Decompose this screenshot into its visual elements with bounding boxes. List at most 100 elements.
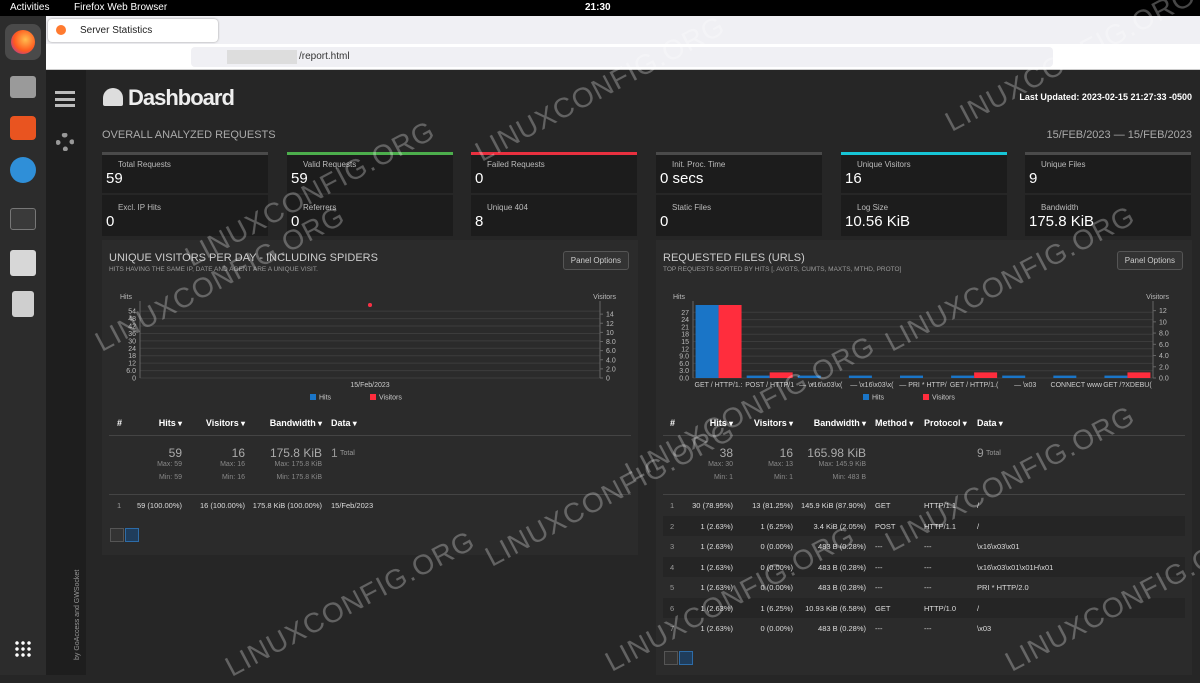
legend-label: Hits: [319, 395, 332, 402]
firefox-icon[interactable]: [11, 30, 35, 54]
clock[interactable]: 21:30: [585, 2, 611, 13]
menu-icon[interactable]: [55, 91, 75, 107]
table-cell: HTTP/1.0: [924, 603, 957, 613]
tick-label: 15: [681, 339, 689, 346]
table-cell: GET: [875, 501, 891, 510]
legend-swatch: [370, 394, 376, 400]
dock: [0, 16, 46, 675]
table-cell: HTTP/1.1: [924, 501, 957, 510]
page-next[interactable]: [679, 650, 693, 665]
table-cell: 1 (2.63%): [700, 624, 733, 633]
table-row[interactable]: [663, 495, 1185, 515]
x-tick-label: — \x16\x03\x(: [850, 382, 894, 389]
x-tick-label: POST / HTTP/1: [745, 382, 794, 389]
table-cell: 13 (81.25%): [752, 501, 793, 510]
metric-card: Static Files 0: [656, 195, 822, 236]
summary-value: 175.8 KiB: [269, 446, 322, 460]
tick-label: 12: [128, 361, 136, 368]
table-cell: 7: [670, 624, 675, 633]
table-row[interactable]: [663, 515, 1185, 536]
metric-label: Bandwidth: [1041, 203, 1079, 212]
tick-label: 42: [128, 324, 136, 331]
nav-bar: /report.html: [46, 44, 1200, 70]
column-header[interactable]: Bandwidth: [270, 418, 322, 428]
terminal-icon[interactable]: [10, 208, 36, 230]
summary-unit: Total: [986, 450, 1001, 457]
table-cell: /: [977, 521, 980, 531]
summary-max: Max: 16: [220, 461, 245, 468]
table-row[interactable]: [663, 577, 1185, 597]
summary-total: 1: [331, 446, 338, 460]
table-row[interactable]: [663, 556, 1185, 577]
metric-label: Excl. IP Hits: [118, 203, 161, 212]
activities[interactable]: Activities: [10, 2, 50, 13]
metric-label: Log Size: [857, 203, 889, 212]
table-cell: 145.9 KiB (87.90%): [800, 501, 866, 510]
column-header[interactable]: Method: [875, 418, 913, 428]
x-tick-label: 15/Feb/2023: [350, 382, 389, 389]
url-bar[interactable]: /report.html: [191, 47, 1053, 67]
column-header[interactable]: #: [670, 418, 676, 428]
table-cell: \x16\x03\x01\x01H\x01: [977, 562, 1054, 572]
page-prev[interactable]: [110, 527, 124, 542]
panel-options[interactable]: Panel Options: [562, 251, 629, 270]
metric-card: Referrers 0: [287, 195, 453, 236]
legend-label: Hits: [872, 395, 885, 402]
table-cell: 30 (78.95%): [692, 501, 733, 510]
column-header[interactable]: Data: [977, 418, 1003, 428]
table-cell: 1 (2.63%): [700, 521, 733, 531]
column-header[interactable]: Bandwidth: [814, 418, 866, 428]
metric-label: Failed Requests: [487, 160, 545, 169]
table-row[interactable]: [109, 495, 631, 515]
y2-axis-label: Visitors: [593, 294, 616, 301]
settings-icon[interactable]: [56, 133, 74, 151]
tick-label: 3.0: [679, 368, 689, 375]
table-cell: 0 (0.00%): [760, 562, 793, 572]
table-row[interactable]: [663, 597, 1185, 618]
table-row[interactable]: [663, 618, 1185, 638]
url-redacted: [227, 50, 297, 64]
tick-label: 12: [1159, 308, 1167, 315]
tick-label: 6.0: [606, 348, 616, 355]
column-header[interactable]: Data: [331, 418, 357, 428]
top-bar: Activities Firefox Web Browser 21:30: [0, 0, 1200, 16]
metric-value: 0: [106, 213, 115, 230]
page-prev[interactable]: [664, 650, 678, 665]
summary-max: Max: 59: [157, 461, 182, 468]
tab[interactable]: Server Statistics: [48, 19, 218, 42]
files-icon[interactable]: [10, 76, 36, 98]
software-icon[interactable]: [10, 116, 36, 140]
table-row[interactable]: [663, 536, 1185, 556]
metric-label: Total Requests: [118, 160, 171, 169]
page-next[interactable]: [125, 527, 139, 542]
summary-value: 16: [231, 446, 245, 460]
metric-value: 10.56 KiB: [845, 213, 911, 230]
table-cell: 483 B (0.28%): [818, 583, 866, 592]
column-header[interactable]: #: [117, 418, 123, 428]
tick-label: 24: [681, 317, 689, 324]
column-header[interactable]: Visitors: [754, 418, 793, 428]
tick-label: 12: [606, 321, 614, 328]
column-header[interactable]: Hits: [159, 418, 182, 428]
trash-icon[interactable]: [12, 291, 34, 317]
apps-grid[interactable]: [14, 640, 32, 658]
last-updated-label: Last Updated:: [1019, 92, 1080, 102]
panel-options[interactable]: Panel Options: [1116, 251, 1183, 270]
y2-axis-label: Visitors: [1146, 294, 1169, 301]
column-header[interactable]: Protocol: [924, 418, 967, 428]
column-header[interactable]: Visitors: [206, 418, 245, 428]
tick-label: 12: [681, 346, 689, 353]
column-header[interactable]: Hits: [710, 418, 733, 428]
summary-total: 9: [977, 446, 984, 460]
table-cell: 1: [670, 501, 675, 510]
metric-label: Valid Requests: [303, 160, 357, 169]
app-name[interactable]: Firefox Web Browser: [74, 2, 168, 13]
table-cell: 16 (100.00%): [199, 501, 245, 510]
save-icon[interactable]: [10, 250, 36, 276]
tick-label: 6.0: [1159, 342, 1169, 349]
bar: [1002, 375, 1026, 378]
table-cell: HTTP/1.1: [924, 521, 957, 531]
legend-label: Visitors: [379, 395, 402, 402]
help-icon[interactable]: [10, 157, 36, 183]
x-tick-label: — \x03: [1014, 382, 1036, 389]
